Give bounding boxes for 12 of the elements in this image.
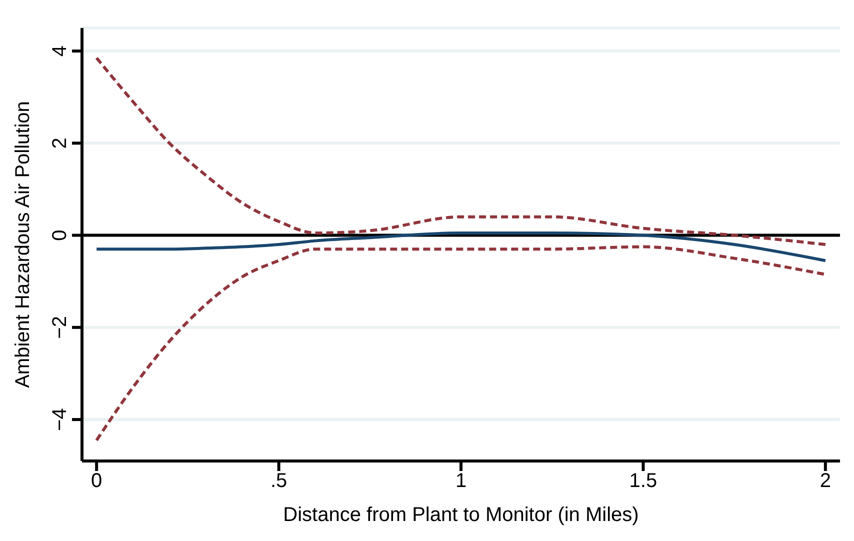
x-axis-title: Distance from Plant to Monitor (in Miles) xyxy=(283,504,639,526)
y-tick-label: 4 xyxy=(49,45,71,57)
x-tick-label: 0 xyxy=(91,470,102,492)
x-tick-label: .5 xyxy=(270,470,288,492)
y-tick-label: −2 xyxy=(49,316,71,339)
x-tick-label: 1.5 xyxy=(629,470,658,492)
x-tick-label: 1 xyxy=(455,470,467,492)
y-tick-label: −4 xyxy=(49,408,71,431)
y-axis-title: Ambient Hazardous Air Pollution xyxy=(12,101,34,388)
x-tick-label: 2 xyxy=(820,470,831,492)
y-tick-label: 0 xyxy=(49,230,71,241)
y-tick-label: 2 xyxy=(49,138,71,149)
